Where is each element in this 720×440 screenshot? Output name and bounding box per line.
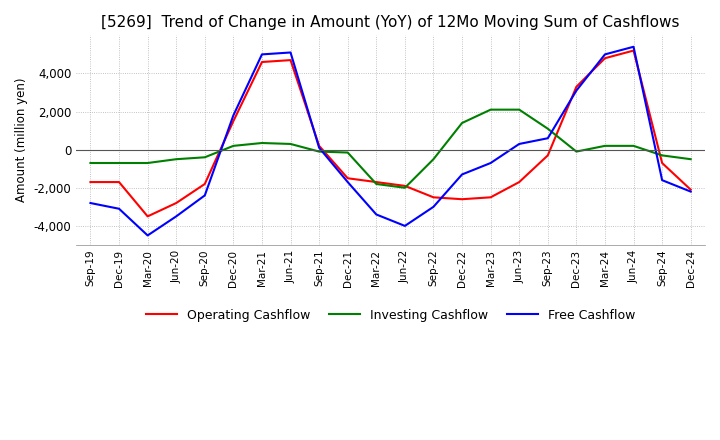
Investing Cashflow	[544, 126, 552, 132]
Line: Free Cashflow: Free Cashflow	[91, 47, 690, 235]
Investing Cashflow	[429, 157, 438, 162]
Investing Cashflow	[287, 141, 295, 147]
Operating Cashflow	[400, 183, 409, 188]
Investing Cashflow	[658, 153, 667, 158]
Operating Cashflow	[315, 143, 323, 149]
Free Cashflow	[572, 88, 581, 93]
Free Cashflow	[686, 189, 695, 194]
Investing Cashflow	[600, 143, 609, 149]
Operating Cashflow	[143, 214, 152, 219]
Free Cashflow	[600, 52, 609, 57]
Investing Cashflow	[515, 107, 523, 112]
Operating Cashflow	[258, 59, 266, 65]
Free Cashflow	[143, 233, 152, 238]
Operating Cashflow	[172, 200, 181, 205]
Free Cashflow	[372, 212, 381, 217]
Investing Cashflow	[315, 149, 323, 154]
Free Cashflow	[343, 180, 352, 185]
Operating Cashflow	[515, 180, 523, 185]
Operating Cashflow	[572, 84, 581, 89]
Investing Cashflow	[458, 121, 467, 126]
Free Cashflow	[315, 145, 323, 150]
Operating Cashflow	[686, 187, 695, 192]
Free Cashflow	[258, 52, 266, 57]
Operating Cashflow	[200, 181, 209, 187]
Investing Cashflow	[572, 149, 581, 154]
Title: [5269]  Trend of Change in Amount (YoY) of 12Mo Moving Sum of Cashflows: [5269] Trend of Change in Amount (YoY) o…	[102, 15, 680, 30]
Y-axis label: Amount (million yen): Amount (million yen)	[15, 78, 28, 202]
Investing Cashflow	[486, 107, 495, 112]
Operating Cashflow	[229, 118, 238, 124]
Free Cashflow	[629, 44, 638, 49]
Free Cashflow	[458, 172, 467, 177]
Investing Cashflow	[258, 140, 266, 146]
Investing Cashflow	[400, 185, 409, 191]
Free Cashflow	[287, 50, 295, 55]
Free Cashflow	[544, 136, 552, 141]
Investing Cashflow	[372, 181, 381, 187]
Investing Cashflow	[229, 143, 238, 149]
Operating Cashflow	[114, 180, 123, 185]
Operating Cashflow	[629, 48, 638, 53]
Line: Operating Cashflow: Operating Cashflow	[91, 51, 690, 216]
Legend: Operating Cashflow, Investing Cashflow, Free Cashflow: Operating Cashflow, Investing Cashflow, …	[140, 304, 641, 327]
Free Cashflow	[114, 206, 123, 211]
Operating Cashflow	[600, 55, 609, 61]
Operating Cashflow	[658, 160, 667, 165]
Free Cashflow	[486, 160, 495, 165]
Free Cashflow	[229, 113, 238, 118]
Free Cashflow	[515, 141, 523, 147]
Operating Cashflow	[86, 180, 95, 185]
Investing Cashflow	[686, 157, 695, 162]
Free Cashflow	[400, 223, 409, 228]
Line: Investing Cashflow: Investing Cashflow	[91, 110, 690, 188]
Operating Cashflow	[343, 176, 352, 181]
Free Cashflow	[658, 177, 667, 183]
Operating Cashflow	[486, 194, 495, 200]
Investing Cashflow	[629, 143, 638, 149]
Investing Cashflow	[343, 150, 352, 155]
Investing Cashflow	[200, 154, 209, 160]
Operating Cashflow	[544, 153, 552, 158]
Investing Cashflow	[172, 157, 181, 162]
Investing Cashflow	[114, 160, 123, 165]
Operating Cashflow	[372, 180, 381, 185]
Investing Cashflow	[86, 160, 95, 165]
Free Cashflow	[429, 204, 438, 209]
Free Cashflow	[172, 214, 181, 219]
Investing Cashflow	[143, 160, 152, 165]
Free Cashflow	[86, 200, 95, 205]
Free Cashflow	[200, 193, 209, 198]
Operating Cashflow	[429, 194, 438, 200]
Operating Cashflow	[458, 197, 467, 202]
Operating Cashflow	[287, 58, 295, 63]
